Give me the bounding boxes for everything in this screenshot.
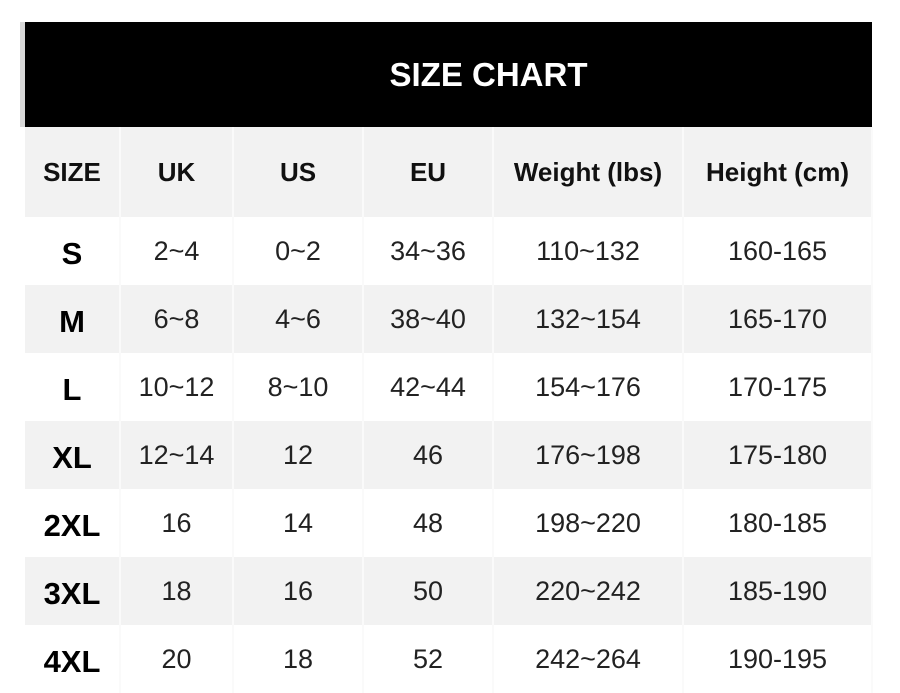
cell-us: 12 <box>233 421 364 489</box>
cell-us: 4~6 <box>233 285 364 353</box>
cell-size: S <box>25 217 121 285</box>
cell-uk: 16 <box>120 489 234 557</box>
cell-weight: 198~220 <box>493 489 684 557</box>
cell-uk: 10~12 <box>120 353 234 421</box>
cell-height: 170-175 <box>683 353 873 421</box>
column-header-height: Height (cm) <box>683 127 873 217</box>
cell-us: 16 <box>233 557 364 625</box>
cell-height: 160-165 <box>683 217 873 285</box>
cell-weight: 242~264 <box>493 625 684 693</box>
size-chart-table: SIZE UK US EU Weight (lbs) Height (cm) S 2~4 0~… <box>25 127 873 693</box>
cell-eu: 50 <box>363 557 494 625</box>
cell-eu: 38~40 <box>363 285 494 353</box>
table-row: S 2~4 0~2 34~36 110~132 160-165 <box>25 217 873 285</box>
table-row: XL 12~14 12 46 176~198 175-180 <box>25 421 873 489</box>
column-header-size: SIZE <box>25 127 121 217</box>
cell-us: 18 <box>233 625 364 693</box>
cell-size: XL <box>25 421 121 489</box>
table-row: 3XL 18 16 50 220~242 185-190 <box>25 557 873 625</box>
cell-uk: 6~8 <box>120 285 234 353</box>
cell-eu: 42~44 <box>363 353 494 421</box>
cell-size: 3XL <box>25 557 121 625</box>
column-header-uk: UK <box>120 127 234 217</box>
cell-us: 0~2 <box>233 217 364 285</box>
cell-us: 8~10 <box>233 353 364 421</box>
cell-size: 4XL <box>25 625 121 693</box>
column-header-eu: EU <box>363 127 494 217</box>
table-row: M 6~8 4~6 38~40 132~154 165-170 <box>25 285 873 353</box>
cell-weight: 110~132 <box>493 217 684 285</box>
cell-weight: 176~198 <box>493 421 684 489</box>
cell-eu: 48 <box>363 489 494 557</box>
cell-uk: 2~4 <box>120 217 234 285</box>
cell-eu: 46 <box>363 421 494 489</box>
cell-weight: 154~176 <box>493 353 684 421</box>
cell-uk: 18 <box>120 557 234 625</box>
cell-eu: 52 <box>363 625 494 693</box>
table-row: 2XL 16 14 48 198~220 180-185 <box>25 489 873 557</box>
cell-height: 165-170 <box>683 285 873 353</box>
cell-eu: 34~36 <box>363 217 494 285</box>
column-header-weight: Weight (lbs) <box>493 127 684 217</box>
table-row: L 10~12 8~10 42~44 154~176 170-175 <box>25 353 873 421</box>
cell-height: 190-195 <box>683 625 873 693</box>
header-row: SIZE UK US EU Weight (lbs) Height (cm) <box>25 127 873 217</box>
header-edge <box>20 22 26 127</box>
size-chart-title: SIZE CHART <box>25 22 872 127</box>
cell-us: 14 <box>233 489 364 557</box>
cell-height: 175-180 <box>683 421 873 489</box>
cell-size: M <box>25 285 121 353</box>
cell-height: 185-190 <box>683 557 873 625</box>
column-header-us: US <box>233 127 364 217</box>
cell-weight: 132~154 <box>493 285 684 353</box>
cell-weight: 220~242 <box>493 557 684 625</box>
cell-uk: 20 <box>120 625 234 693</box>
cell-size: 2XL <box>25 489 121 557</box>
cell-uk: 12~14 <box>120 421 234 489</box>
cell-size: L <box>25 353 121 421</box>
cell-height: 180-185 <box>683 489 873 557</box>
table-row: 4XL 20 18 52 242~264 190-195 <box>25 625 873 693</box>
